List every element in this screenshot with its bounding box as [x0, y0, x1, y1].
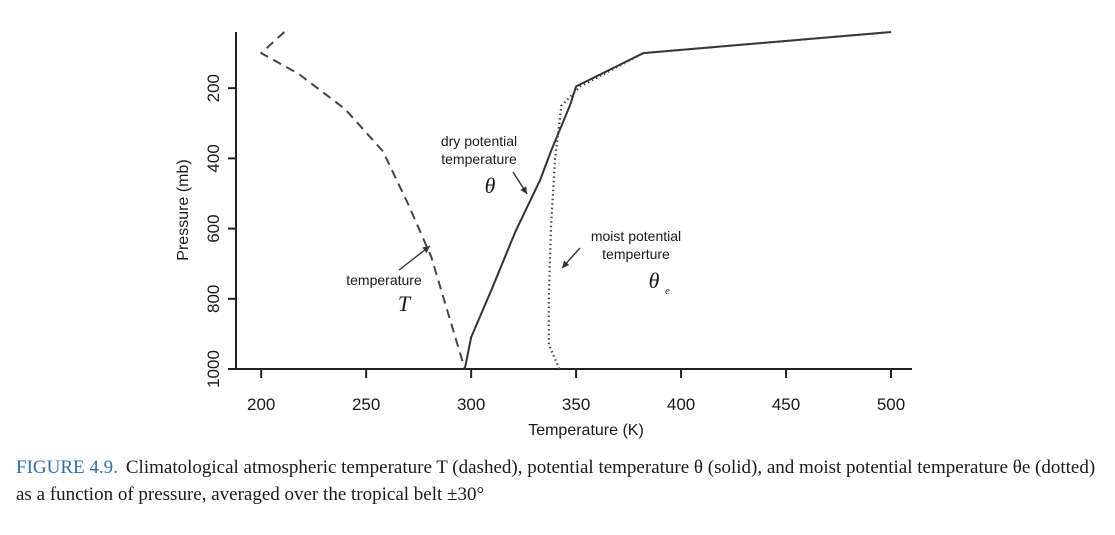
annotation-2-arrowhead: [562, 260, 570, 268]
x-tick-label-450: 450: [772, 395, 800, 414]
y-tick-label-600: 600: [204, 214, 223, 242]
series-layer: [260, 30, 892, 370]
series-dry-potential-temperature: [463, 31, 892, 370]
annotation-2-line-2: temperture: [602, 246, 670, 262]
x-tick-label-300: 300: [457, 395, 485, 414]
annotation-1-symbol: θ: [485, 173, 496, 198]
annotation-2-line-1: moist potential: [591, 228, 681, 244]
x-tick-label-400: 400: [667, 395, 695, 414]
x-tick-label-250: 250: [352, 395, 380, 414]
x-tick-label-200: 200: [247, 395, 275, 414]
axes: 200 250 300 350 400 450 500 200 400 600 800 1000: [204, 32, 912, 414]
y-tick-label-800: 800: [204, 285, 223, 313]
annotation-3-arrowhead: [422, 246, 430, 254]
annotation-2-symbol: θ: [649, 268, 660, 293]
x-tick-label-500: 500: [877, 395, 905, 414]
figure-caption: FIGURE 4.9. Climatological atmospheric te…: [16, 454, 1101, 508]
annotation-2-subscript: e: [665, 285, 670, 297]
figure-caption-text: Climatological atmospheric temperature T…: [16, 457, 1096, 505]
annotation-1-line-1: dry potential: [441, 133, 517, 149]
y-axis-label: Pressure (mb): [175, 159, 192, 260]
series-temperature: [260, 31, 466, 370]
series-moist-potential-temperture: [547, 30, 892, 370]
y-tick-label-200: 200: [204, 74, 223, 102]
annotation-3-line-1: temperature: [346, 272, 422, 288]
annotation-3-symbol: T: [398, 291, 412, 316]
chart: 200 250 300 350 400 450 500 200 400 600 800 1000 dr…: [175, 30, 912, 439]
annotation-layer: dry potential temperature θ moist potential…: [346, 133, 681, 316]
x-tick-label-350: 350: [562, 395, 590, 414]
x-axis-label: Temperature (K): [528, 422, 644, 439]
y-tick-label-400: 400: [204, 144, 223, 172]
figure-caption-label: FIGURE 4.9.: [16, 457, 118, 478]
annotation-1-arrowhead: [520, 186, 527, 194]
annotation-1-line-2: temperature: [441, 151, 517, 167]
y-tick-label-1000: 1000: [204, 350, 223, 388]
